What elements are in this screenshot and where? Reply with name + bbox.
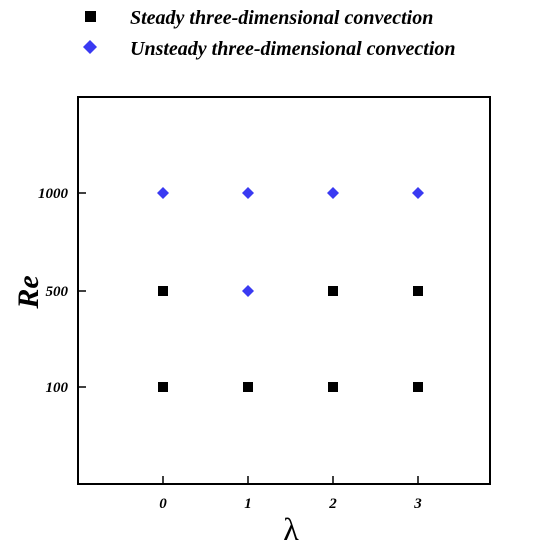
- legend-label-unsteady: Unsteady three-dimensional convection: [130, 38, 456, 60]
- y-tick-label-1000: 1000: [38, 186, 69, 202]
- x-tick-label-2: 2: [328, 496, 337, 512]
- x-tick-label-1: 1: [244, 496, 252, 512]
- y-tick-label-500: 500: [46, 284, 69, 300]
- legend-item-unsteady: Unsteady three-dimensional convection: [83, 38, 456, 60]
- legend-marker-square: [85, 11, 96, 22]
- unsteady-point-1-500: [242, 285, 254, 297]
- legend-marker-diamond: [83, 40, 97, 54]
- legend: Steady three-dimensional convection Unst…: [83, 7, 456, 60]
- steady-point-1-100: [243, 382, 253, 392]
- steady-point-2-100: [328, 382, 338, 392]
- data-points: [157, 187, 424, 392]
- plot-frame: [77, 96, 491, 485]
- y-axis-title: Re: [12, 275, 45, 309]
- x-axis-title: λ: [283, 511, 299, 547]
- steady-point-3-500: [413, 286, 423, 296]
- unsteady-point-0-1000: [157, 187, 169, 199]
- legend-label-steady: Steady three-dimensional convection: [130, 7, 433, 29]
- x-tick-label-3: 3: [413, 496, 422, 512]
- legend-item-steady: Steady three-dimensional convection: [85, 7, 433, 29]
- x-tick-label-0: 0: [159, 496, 167, 512]
- unsteady-point-3-1000: [412, 187, 424, 199]
- y-tick-label-100: 100: [46, 380, 69, 396]
- unsteady-point-2-1000: [327, 187, 339, 199]
- steady-point-0-100: [158, 382, 168, 392]
- y-axis: 100 500 1000: [38, 186, 86, 396]
- steady-point-3-100: [413, 382, 423, 392]
- x-axis: 0 1 2 3: [159, 476, 422, 512]
- steady-point-0-500: [158, 286, 168, 296]
- unsteady-point-1-1000: [242, 187, 254, 199]
- steady-point-2-500: [328, 286, 338, 296]
